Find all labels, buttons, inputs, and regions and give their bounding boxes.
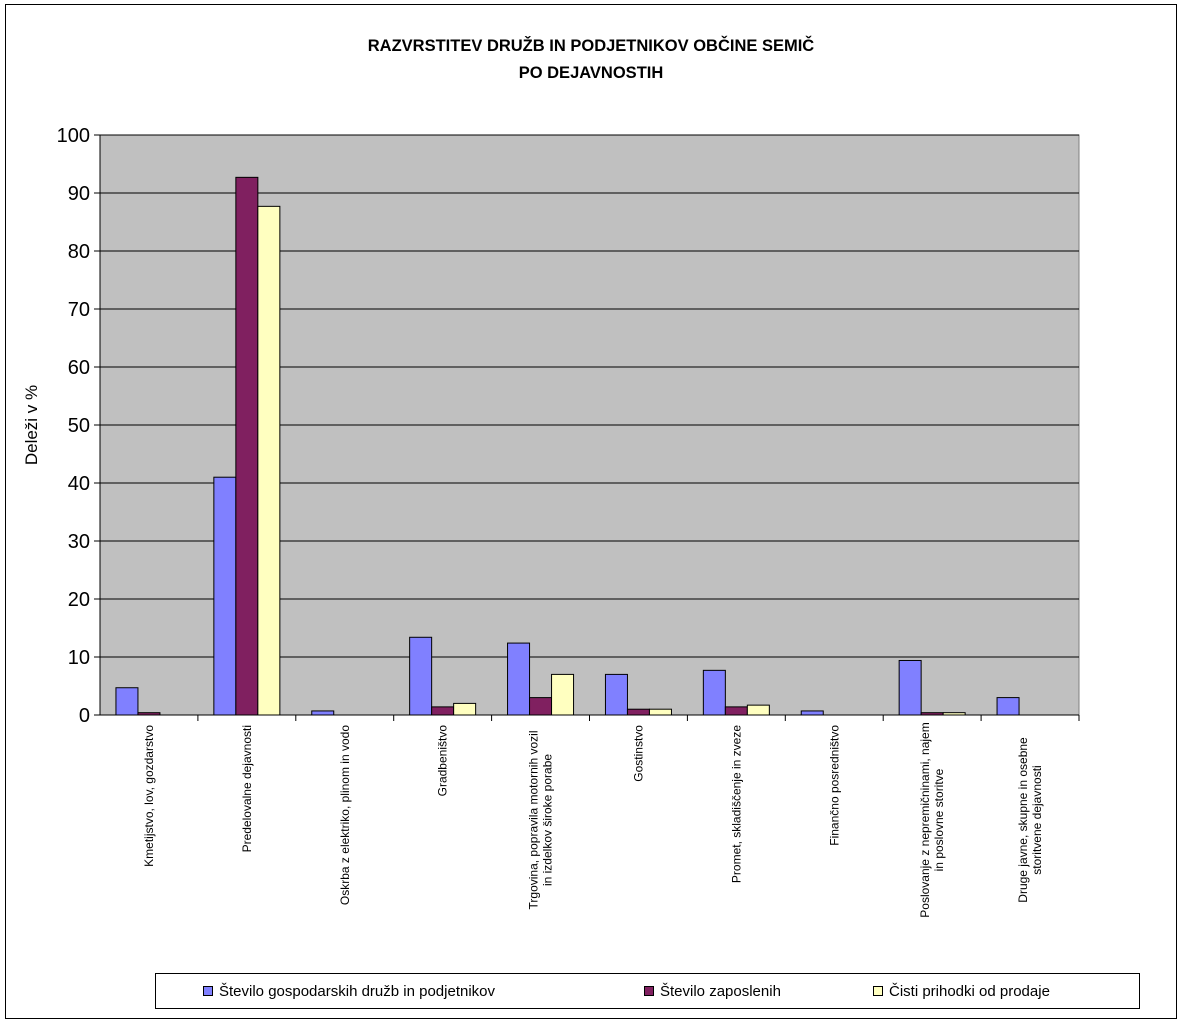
legend: Število gospodarskih družb in podjetniko… <box>155 973 1140 1009</box>
category-label-line: Oskrba z elektriko, plinom in vodo <box>338 725 352 905</box>
legend-swatch-employees <box>644 986 654 996</box>
category-label-line: Kmetijstvo, lov, gozdarstvo <box>142 725 156 867</box>
bar <box>311 710 335 716</box>
y-tick-label: 100 <box>57 125 90 147</box>
bar <box>137 712 161 716</box>
bar <box>724 706 748 716</box>
category-label-line: storitvene dejavnosti <box>1030 765 1044 874</box>
category-label: Promet, skladiščenje in zveze <box>729 725 743 883</box>
legend-item-revenue: Čisti prihodki od prodaje <box>873 983 1050 1000</box>
legend-item-companies: Število gospodarskih družb in podjetniko… <box>203 983 495 1000</box>
y-tick-label: 0 <box>79 705 90 727</box>
y-tick-label: 90 <box>68 183 90 205</box>
y-tick-label: 10 <box>68 647 90 669</box>
category-label-line: Finančno posredništvo <box>827 725 841 846</box>
legend-label-employees: Število zaposlenih <box>660 982 781 1000</box>
category-label: Finančno posredništvo <box>827 725 841 846</box>
bar <box>431 706 455 716</box>
bar <box>942 712 966 716</box>
bar <box>996 697 1020 716</box>
category-label-line: Poslovanje z nepremičninami, najem <box>918 722 932 917</box>
bar <box>551 673 575 716</box>
category-label-line: in poslovne storitve <box>932 768 946 871</box>
category-label: Trgovina, popravila motornih vozilin izd… <box>527 731 555 910</box>
category-label-line: Predelovalne dejavnosti <box>240 725 254 852</box>
bar <box>800 710 824 716</box>
y-tick-label: 80 <box>68 241 90 263</box>
category-label: Kmetijstvo, lov, gozdarstvo <box>142 725 156 867</box>
category-label-line: Gradbeništvo <box>436 725 450 797</box>
bar <box>115 687 139 716</box>
bar <box>453 702 477 716</box>
bar <box>920 712 944 716</box>
category-label: Druge javne, skupne in osebnestoritvene … <box>1016 737 1044 903</box>
legend-label-companies: Število gospodarskih družb in podjetniko… <box>219 982 495 1000</box>
y-tick-label: 60 <box>68 357 90 379</box>
bar <box>746 704 770 716</box>
category-label-line: in izdelkov široke porabe <box>541 754 555 886</box>
chart-subtitle: PO DEJAVNOSTIH <box>518 64 664 82</box>
y-tick-label: 40 <box>68 473 90 495</box>
category-label-line: Druge javne, skupne in osebne <box>1016 737 1030 903</box>
legend-label-revenue: Čisti prihodki od prodaje <box>889 982 1050 1000</box>
bar <box>604 673 628 716</box>
legend-swatch-companies <box>203 986 213 996</box>
bar <box>213 476 237 716</box>
bar <box>702 669 726 716</box>
category-label-line: Trgovina, popravila motornih vozil <box>527 731 541 910</box>
bar <box>507 642 531 716</box>
category-label-line: Promet, skladiščenje in zveze <box>729 725 743 883</box>
bar <box>898 659 922 716</box>
y-tick-label: 30 <box>68 531 90 553</box>
bar <box>409 636 433 716</box>
chart-title: RAZVRSTITEV DRUŽB IN PODJETNIKOV OBČINE … <box>367 37 815 55</box>
category-label: Gostinstvo <box>631 725 645 782</box>
bar <box>529 697 553 716</box>
y-tick-label: 20 <box>68 589 90 611</box>
legend-swatch-revenue <box>873 986 883 996</box>
category-label: Predelovalne dejavnosti <box>240 725 254 852</box>
bar <box>257 205 281 716</box>
y-axis-label: Deleži v % <box>22 385 41 465</box>
y-tick-label: 50 <box>68 415 90 437</box>
bar <box>648 708 672 716</box>
category-label: Oskrba z elektriko, plinom in vodo <box>338 725 352 905</box>
bar <box>626 708 650 716</box>
category-label: Poslovanje z nepremičninami, najemin pos… <box>918 722 946 917</box>
bar <box>235 176 259 716</box>
category-label-line: Gostinstvo <box>631 725 645 782</box>
legend-item-employees: Število zaposlenih <box>644 983 781 1000</box>
category-label: Gradbeništvo <box>436 725 450 797</box>
y-tick-label: 70 <box>68 299 90 321</box>
